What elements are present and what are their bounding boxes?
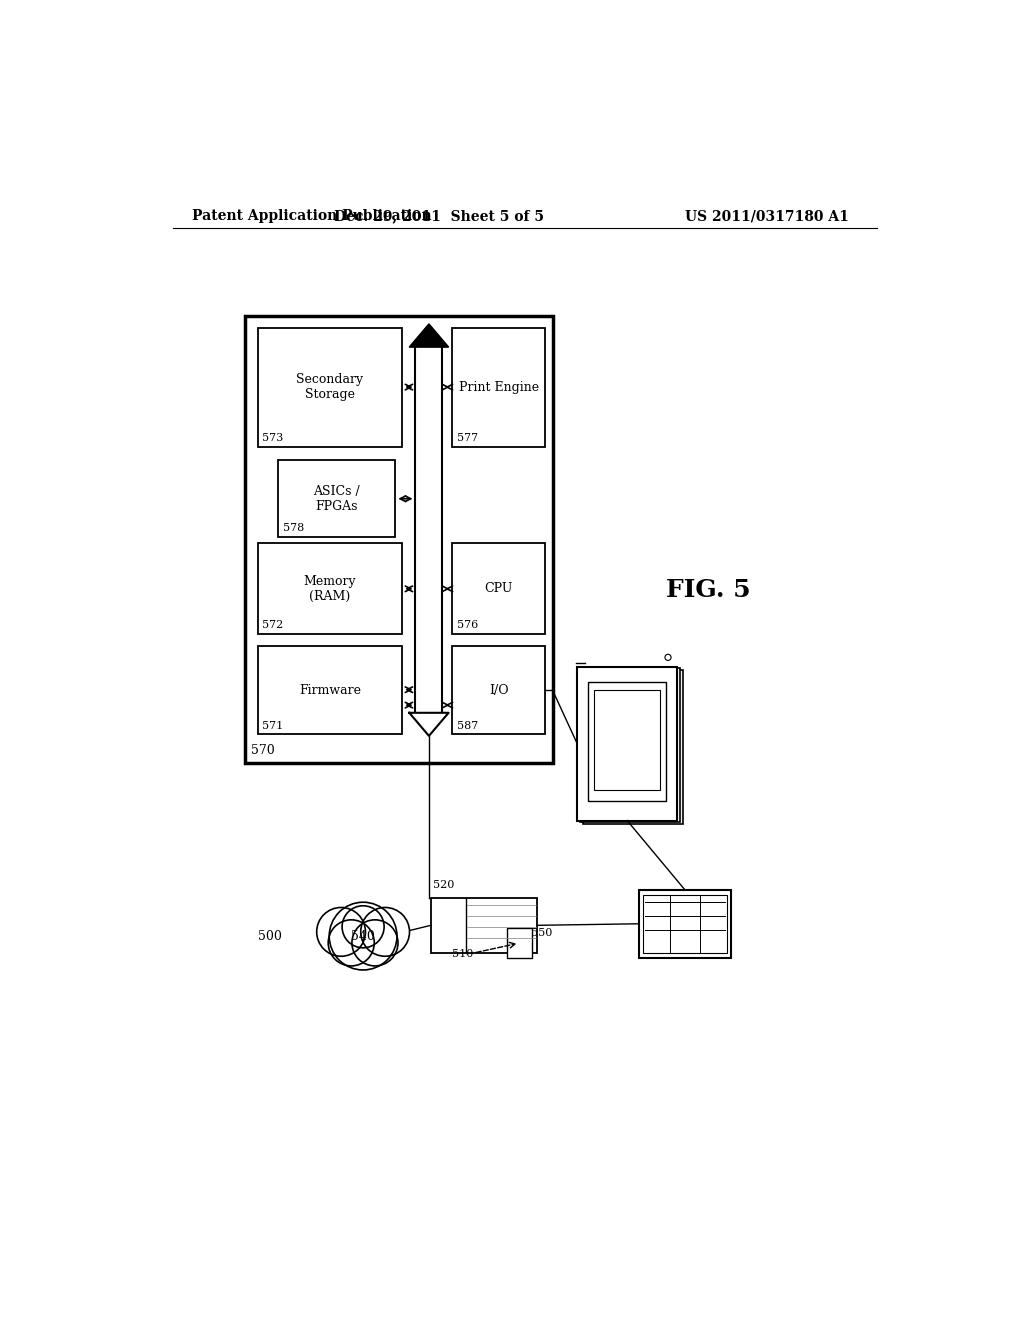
Bar [258, 645, 402, 734]
Bar [453, 327, 545, 447]
Circle shape [665, 655, 671, 660]
Text: 510: 510 [453, 949, 474, 960]
Text: 520: 520 [433, 880, 455, 890]
Text: 500: 500 [258, 929, 282, 942]
Text: 578: 578 [283, 524, 304, 533]
Polygon shape [410, 713, 449, 737]
Text: Patent Application Publication: Patent Application Publication [193, 209, 432, 223]
Bar [279, 461, 395, 537]
Text: Firmware: Firmware [299, 684, 361, 697]
Text: US 2011/0317180 A1: US 2011/0317180 A1 [685, 209, 849, 223]
Text: 577: 577 [457, 433, 478, 444]
Circle shape [330, 903, 397, 970]
Circle shape [360, 907, 410, 956]
Text: Dec. 29, 2011  Sheet 5 of 5: Dec. 29, 2011 Sheet 5 of 5 [334, 209, 544, 223]
Text: 572: 572 [262, 620, 284, 631]
Bar [581, 668, 680, 822]
Text: 570: 570 [251, 743, 274, 756]
Text: Memory
(RAM): Memory (RAM) [304, 574, 356, 603]
Text: I/O: I/O [488, 684, 509, 697]
Polygon shape [410, 323, 449, 347]
Bar [258, 327, 402, 447]
Text: FIG. 5: FIG. 5 [666, 578, 751, 602]
Circle shape [329, 920, 375, 966]
Circle shape [316, 907, 366, 956]
Bar [639, 890, 731, 958]
Text: ASICs /
FPGAs: ASICs / FPGAs [313, 484, 360, 512]
Bar [588, 682, 667, 801]
Bar [507, 928, 531, 958]
Text: 573: 573 [262, 433, 284, 444]
Text: 540: 540 [351, 929, 375, 942]
Bar [258, 544, 402, 635]
Circle shape [352, 920, 398, 966]
Text: 587: 587 [457, 721, 478, 730]
Text: Print Engine: Print Engine [459, 381, 539, 393]
Bar [453, 645, 545, 734]
Text: 550: 550 [531, 928, 552, 939]
Bar [431, 898, 538, 953]
Bar [584, 671, 683, 825]
Bar [594, 689, 660, 789]
Text: CPU: CPU [484, 582, 513, 595]
Text: 576: 576 [457, 620, 478, 631]
Text: 571: 571 [262, 721, 284, 730]
Bar [578, 667, 677, 821]
Text: Secondary
Storage: Secondary Storage [296, 374, 364, 401]
Bar [643, 895, 727, 953]
Bar [245, 317, 553, 763]
Circle shape [342, 906, 384, 948]
Bar [453, 544, 545, 635]
